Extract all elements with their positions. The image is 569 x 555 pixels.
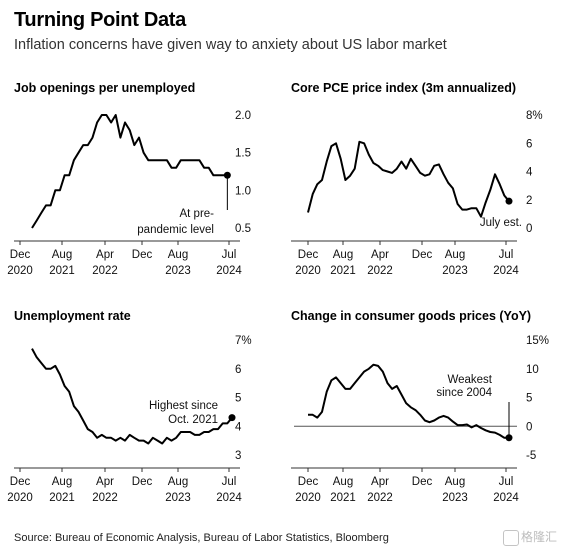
y-tick-label: 8% bbox=[526, 110, 543, 122]
x-tick-label: Apr bbox=[371, 476, 389, 488]
x-tick-label: 2024 bbox=[493, 265, 519, 277]
annotation: Highest since Oct. 2021 bbox=[149, 400, 218, 426]
x-tick-label: Dec bbox=[10, 249, 31, 261]
x-tick-label: Apr bbox=[371, 249, 389, 261]
y-tick-label: 5 bbox=[235, 393, 241, 405]
panel-title: Job openings per unemployed bbox=[14, 81, 195, 95]
y-tick-label: 2 bbox=[526, 195, 532, 207]
page-title: Turning Point Data bbox=[14, 9, 186, 31]
x-tick-label: Aug bbox=[168, 476, 188, 488]
annotation: Weakest since 2004 bbox=[436, 374, 492, 399]
x-tick-label: Dec bbox=[412, 476, 433, 488]
x-tick-label: 2020 bbox=[7, 265, 33, 277]
x-tick-label: 2020 bbox=[7, 492, 33, 504]
x-tick-label: Jul bbox=[222, 476, 237, 488]
y-tick-label: 0 bbox=[526, 421, 532, 433]
latest-point-marker bbox=[505, 197, 513, 205]
x-tick-label: Aug bbox=[333, 476, 353, 488]
x-tick-label: Dec bbox=[132, 249, 153, 261]
x-tick-label: Dec bbox=[132, 476, 153, 488]
series-line bbox=[308, 363, 509, 439]
x-tick-label: Jul bbox=[499, 249, 514, 261]
y-tick-label: 6 bbox=[235, 364, 241, 376]
watermark: 格隆汇 bbox=[503, 528, 557, 546]
x-tick-label: Jul bbox=[222, 249, 237, 261]
annotation: At pre-pandemic level bbox=[137, 208, 214, 236]
panel-title: Core PCE price index (3m annualized) bbox=[291, 81, 516, 95]
y-tick-label: 15% bbox=[526, 335, 549, 347]
x-tick-label: 2021 bbox=[330, 265, 356, 277]
annotation: July est. bbox=[480, 217, 522, 229]
consumer-goods-panel: Change in consumer goods prices (YoY) -5 0… bbox=[291, 309, 549, 504]
y-tick-label: 0 bbox=[526, 223, 532, 235]
x-tick-label: 2022 bbox=[92, 492, 118, 504]
x-tick-label: Aug bbox=[52, 249, 72, 261]
x-tick-label: Dec bbox=[10, 476, 31, 488]
x-tick-label: 2022 bbox=[92, 265, 118, 277]
x-tick-label: Aug bbox=[52, 476, 72, 488]
x-tick-label: 2021 bbox=[49, 265, 75, 277]
x-tick-label: Dec bbox=[298, 249, 319, 261]
y-tick-label: 5 bbox=[526, 393, 532, 405]
x-tick-label: 2024 bbox=[493, 492, 519, 504]
panel-title: Change in consumer goods prices (YoY) bbox=[291, 309, 531, 323]
x-tick-label: 2020 bbox=[295, 492, 321, 504]
x-tick-label: Aug bbox=[168, 249, 188, 261]
core-pce-panel: Core PCE price index (3m annualized) 0 2 4 6… bbox=[291, 81, 543, 277]
y-tick-label: 1.0 bbox=[235, 185, 251, 197]
x-tick-label: 2024 bbox=[216, 265, 242, 277]
y-tick-label: 10 bbox=[526, 364, 539, 376]
y-tick-label: 4 bbox=[235, 421, 242, 433]
x-tick-label: Aug bbox=[333, 249, 353, 261]
y-tick-label: 0.5 bbox=[235, 223, 251, 235]
page-subtitle: Inflation concerns have given way to anx… bbox=[14, 37, 447, 53]
y-tick-label: 2.0 bbox=[235, 110, 251, 122]
y-tick-label: 7% bbox=[235, 335, 252, 347]
x-tick-label: 2023 bbox=[165, 265, 191, 277]
x-tick-label: Apr bbox=[96, 476, 114, 488]
x-tick-label: Dec bbox=[412, 249, 433, 261]
y-tick-label: 6 bbox=[526, 138, 532, 150]
x-tick-label: 2021 bbox=[49, 492, 75, 504]
y-tick-label: -5 bbox=[526, 450, 536, 462]
x-tick-label: 2023 bbox=[165, 492, 191, 504]
y-tick-label: 4 bbox=[526, 167, 533, 179]
watermark-logo-icon bbox=[503, 529, 519, 546]
x-tick-label: 2021 bbox=[330, 492, 356, 504]
latest-point-marker bbox=[228, 414, 236, 422]
job-openings-panel: Job openings per unemployed 0.5 1.0 1.5 2.0 D… bbox=[7, 81, 251, 277]
watermark-text: 格隆汇 bbox=[521, 530, 558, 544]
source-note: Source: Bureau of Economic Analysis, Bur… bbox=[14, 532, 389, 544]
x-tick-label: Aug bbox=[445, 249, 465, 261]
x-tick-label: 2023 bbox=[442, 265, 468, 277]
unemployment-panel: Unemployment rate 3 4 5 6 7% Dec 2020 Aug 2021 Apr… bbox=[7, 309, 251, 504]
x-tick-label: Apr bbox=[96, 249, 114, 261]
y-tick-label: 3 bbox=[235, 450, 241, 462]
series-line bbox=[31, 348, 233, 445]
x-tick-label: 2022 bbox=[367, 265, 393, 277]
x-tick-label: 2022 bbox=[367, 492, 393, 504]
x-tick-label: 2024 bbox=[216, 492, 242, 504]
x-tick-label: Aug bbox=[445, 476, 465, 488]
x-tick-label: 2020 bbox=[295, 265, 321, 277]
panel-title: Unemployment rate bbox=[14, 309, 131, 323]
series-line bbox=[31, 114, 228, 229]
y-tick-label: 1.5 bbox=[235, 148, 251, 160]
x-tick-label: Jul bbox=[499, 476, 514, 488]
x-tick-label: Dec bbox=[298, 476, 319, 488]
x-tick-label: 2023 bbox=[442, 492, 468, 504]
series-line bbox=[307, 140, 510, 218]
